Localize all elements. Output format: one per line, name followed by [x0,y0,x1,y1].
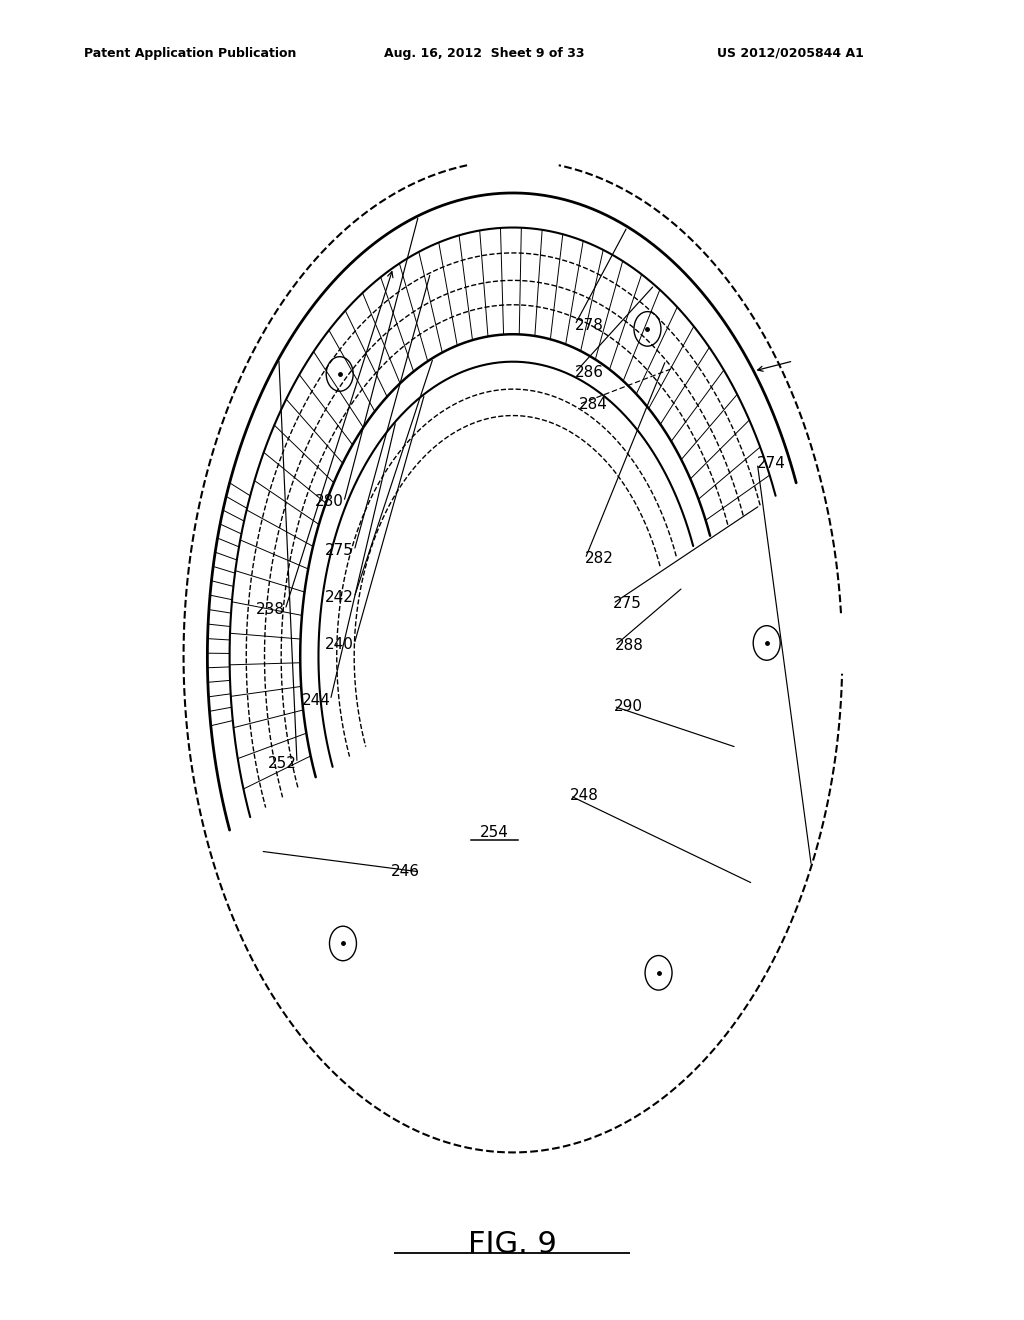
Text: Aug. 16, 2012  Sheet 9 of 33: Aug. 16, 2012 Sheet 9 of 33 [384,46,585,59]
Text: FIG. 9: FIG. 9 [468,1230,556,1259]
Text: 290: 290 [613,698,643,714]
Text: Patent Application Publication: Patent Application Publication [84,46,296,59]
Text: 238: 238 [256,602,285,618]
Text: US 2012/0205844 A1: US 2012/0205844 A1 [717,46,863,59]
Text: 242: 242 [326,590,354,605]
Text: 252: 252 [268,755,297,771]
Text: 278: 278 [574,318,604,333]
Text: 275: 275 [613,597,642,611]
Text: 248: 248 [570,788,599,803]
Text: 284: 284 [579,397,607,412]
Text: 240: 240 [326,636,354,652]
Text: 282: 282 [585,552,614,566]
Text: 246: 246 [391,865,420,879]
Text: 286: 286 [574,366,604,380]
Text: 244: 244 [301,693,331,708]
Text: 288: 288 [615,638,644,653]
Text: 275: 275 [326,544,354,558]
Text: 274: 274 [758,455,786,471]
Text: 280: 280 [315,495,344,510]
Text: 254: 254 [480,825,509,840]
